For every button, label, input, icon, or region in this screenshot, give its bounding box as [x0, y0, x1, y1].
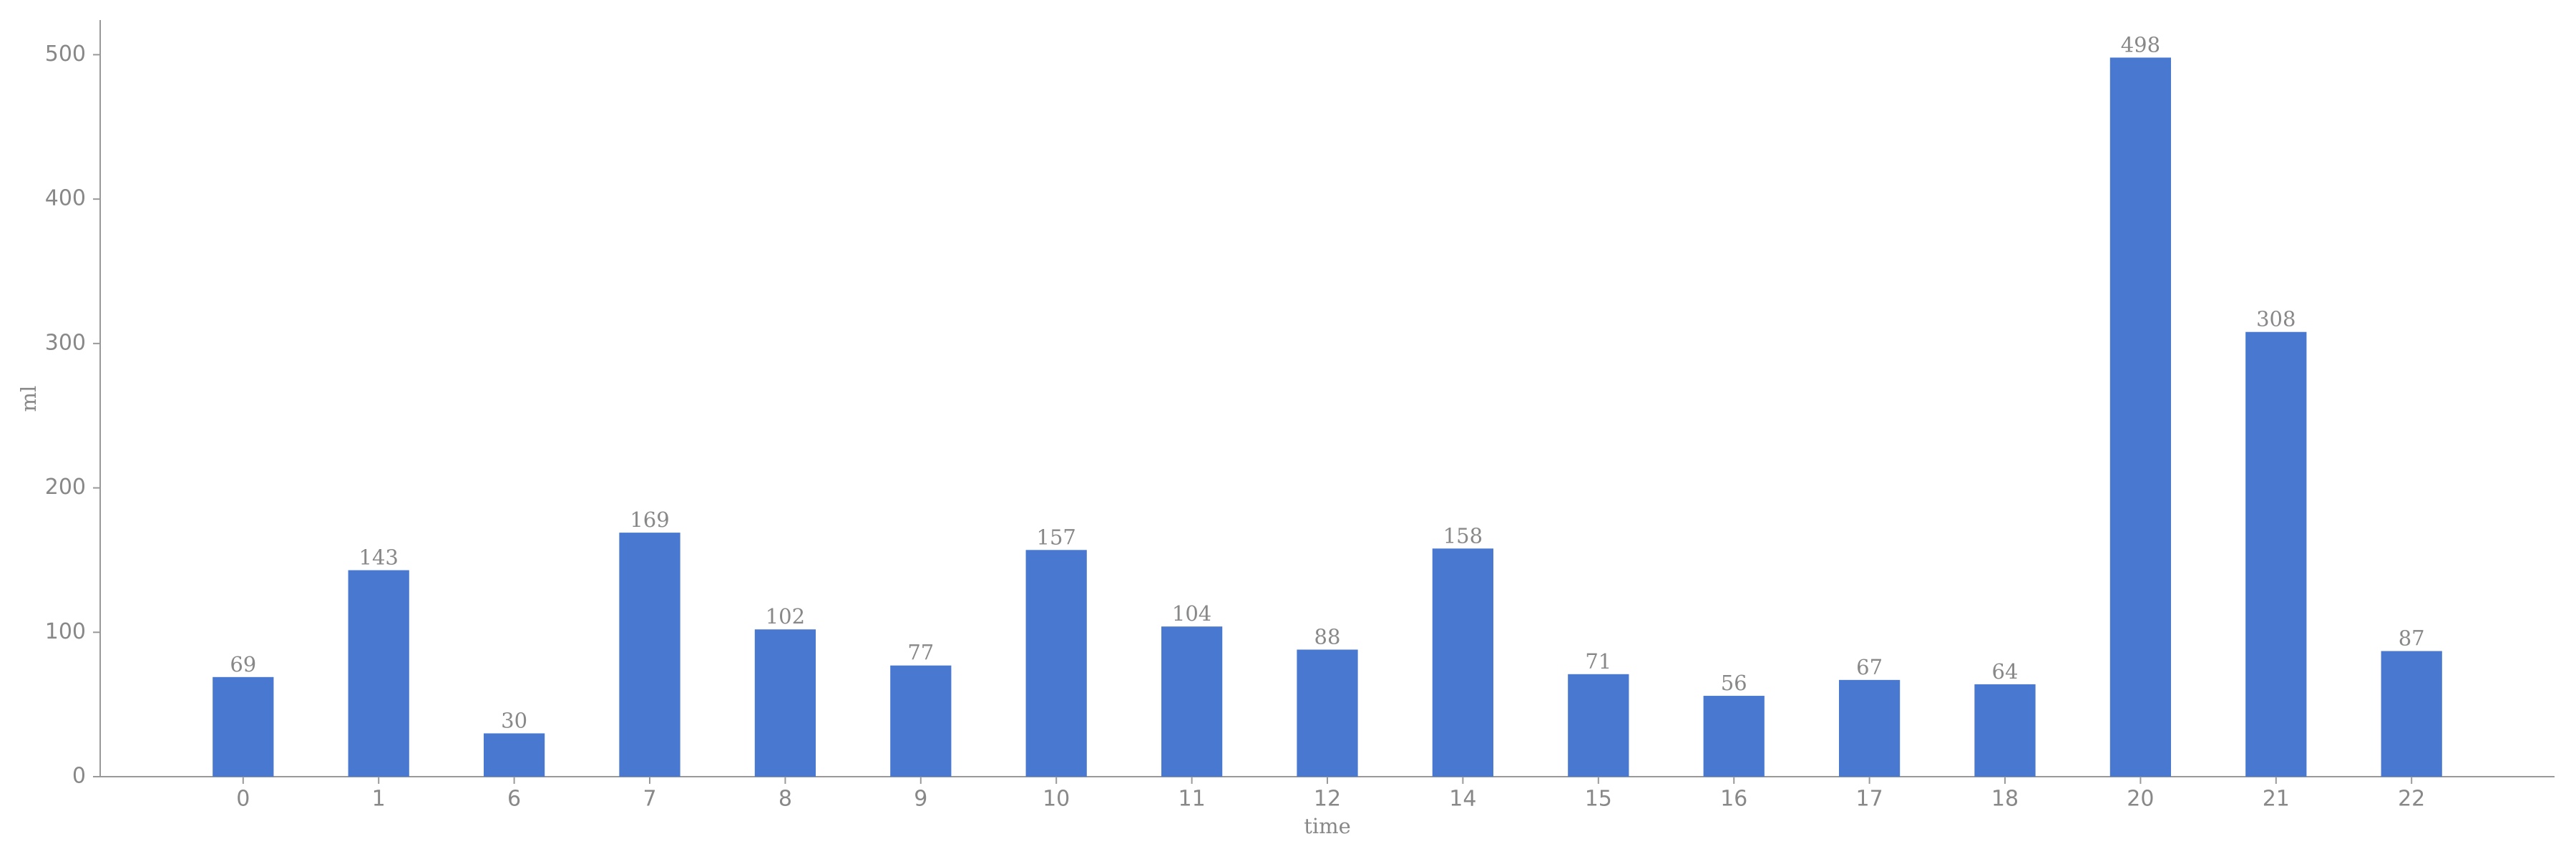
x-tick-label: 0: [236, 787, 250, 812]
bar: [2381, 651, 2442, 777]
value-label: 71: [1585, 649, 1611, 674]
x-tick-label: 18: [1991, 787, 2019, 812]
value-label: 77: [907, 641, 934, 665]
bar: [348, 570, 409, 777]
bar: [1703, 696, 1765, 777]
bar: [213, 676, 274, 777]
x-tick-label: 20: [2127, 787, 2154, 812]
bar: [2109, 57, 2172, 777]
value-label: 69: [230, 652, 256, 676]
y-axis-label: ml: [16, 386, 41, 412]
x-tick-label: 9: [914, 787, 927, 812]
x-tick-label: 7: [643, 787, 656, 812]
x-tick-label: 10: [1043, 787, 1070, 812]
x-tick-label: 15: [1585, 787, 1612, 812]
value-label: 308: [2256, 307, 2296, 331]
value-label: 88: [1314, 624, 1341, 649]
x-tick-label: 14: [1449, 787, 1476, 812]
x-axis-label: time: [1304, 814, 1351, 838]
value-label: 87: [2399, 626, 2425, 651]
x-tick-label: 6: [507, 787, 521, 812]
value-label: 158: [1443, 523, 1483, 548]
bar: [754, 629, 816, 777]
y-tick-label: 200: [45, 475, 86, 500]
y-tick-label: 0: [72, 764, 86, 789]
x-tick-label: 11: [1179, 787, 1206, 812]
value-label: 498: [2121, 32, 2160, 57]
x-tick-label: 16: [1720, 787, 1747, 812]
bar: [2245, 331, 2307, 777]
value-label: 143: [359, 545, 399, 570]
bar: [1568, 674, 1629, 777]
value-label: 169: [630, 508, 669, 532]
bar: [619, 533, 680, 777]
x-tick-label: 17: [1856, 787, 1883, 812]
bar: [1432, 548, 1494, 777]
bar: [1025, 550, 1087, 777]
value-label: 56: [1721, 671, 1747, 695]
bar: [1161, 626, 1223, 777]
value-label: 64: [1992, 659, 2019, 684]
x-tick-label: 21: [2263, 787, 2290, 812]
y-tick-label: 500: [45, 42, 86, 67]
bar: [1838, 679, 1901, 777]
value-label: 102: [766, 604, 805, 629]
value-label: 157: [1037, 525, 1076, 549]
y-tick-label: 400: [45, 186, 86, 211]
y-tick-label: 300: [45, 330, 86, 355]
y-tick-label: 100: [45, 619, 86, 644]
x-tick-label: 22: [2398, 787, 2425, 812]
value-label: 67: [1856, 655, 1883, 679]
value-label: 104: [1172, 601, 1211, 626]
x-tick-label: 8: [779, 787, 792, 812]
bar: [890, 665, 952, 777]
bar: [1297, 649, 1358, 777]
value-label: 30: [501, 708, 527, 732]
bar: [1974, 684, 2036, 777]
x-tick-label: 1: [372, 787, 386, 812]
bar: [483, 733, 545, 777]
x-tick-label: 12: [1314, 787, 1341, 812]
